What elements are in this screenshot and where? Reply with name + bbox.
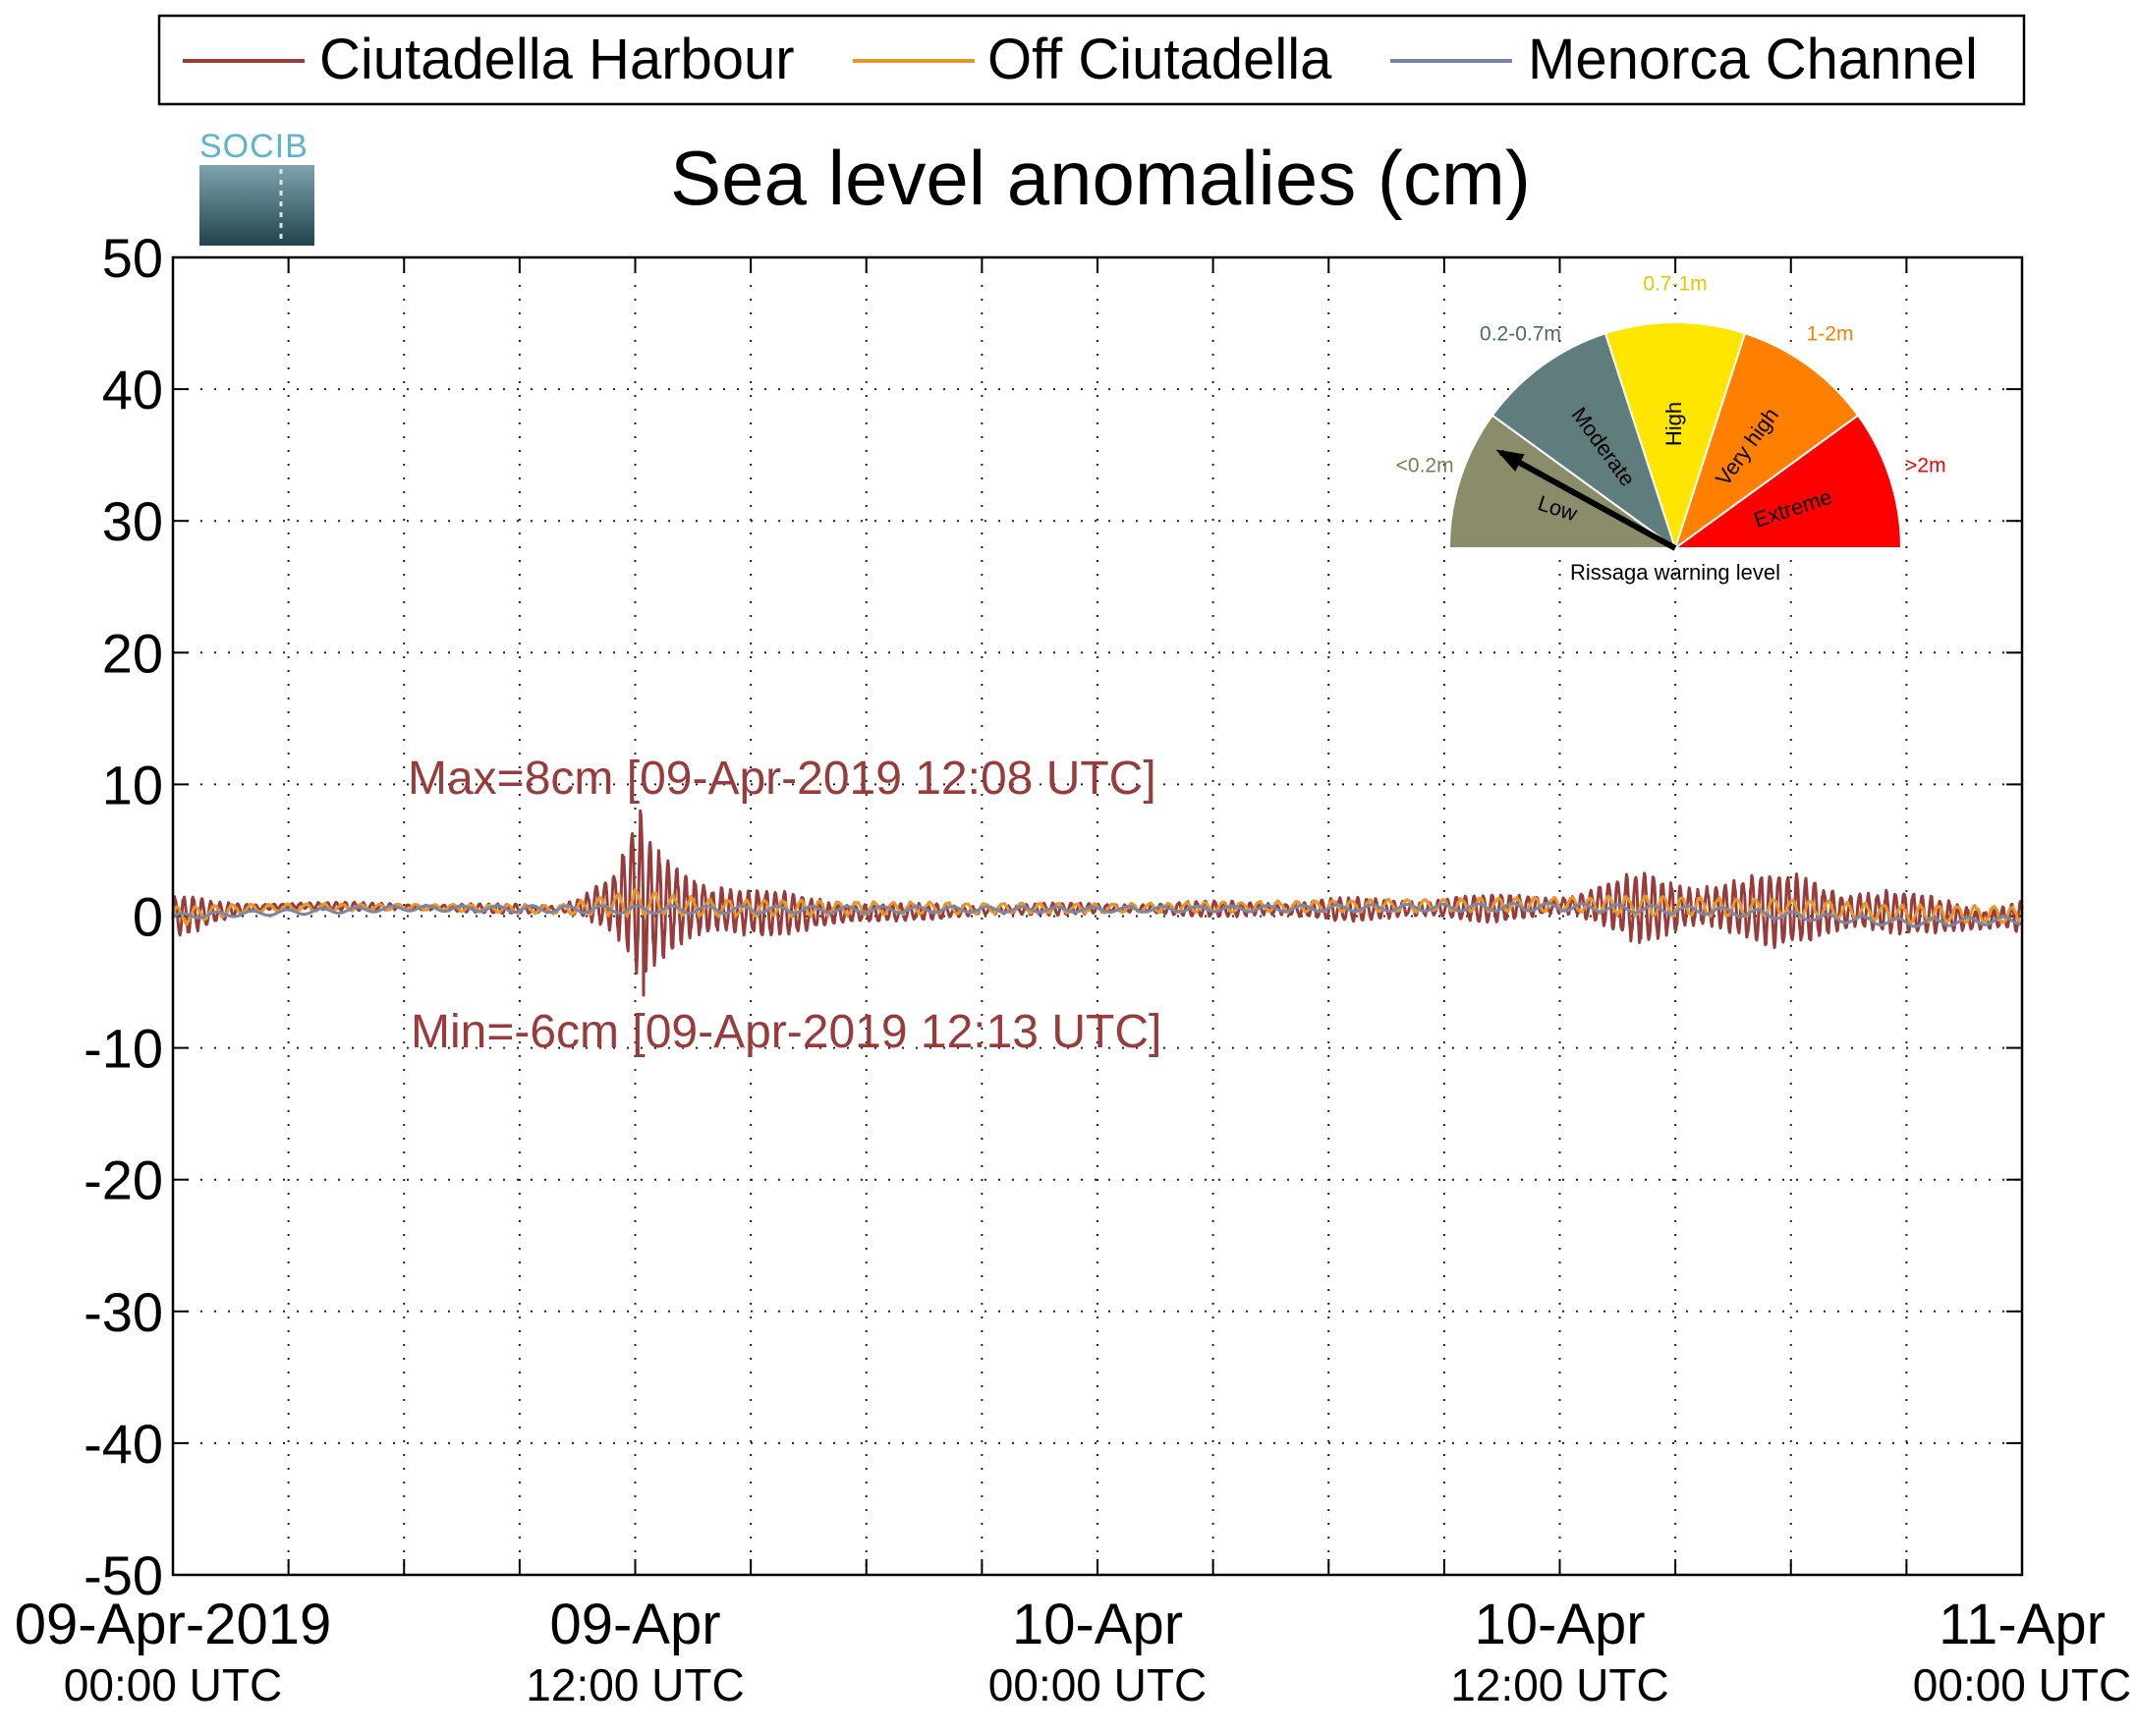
x-tick-sublabel: 00:00 UTC	[988, 1659, 1207, 1710]
y-tick-label: 40	[102, 359, 163, 420]
gauge-range-extreme: >2m	[1905, 455, 1945, 477]
gauge-sector-very-high	[1673, 331, 1860, 551]
y-tick-label: -10	[84, 1018, 163, 1080]
gauge-range-high: 0.7-1m	[1643, 273, 1707, 296]
socib-logo-block	[199, 165, 314, 246]
y-tick-label: -50	[84, 1544, 163, 1606]
y-tick-label: 20	[102, 622, 163, 684]
legend: Ciutadella Harbour Off Ciutadella Menorc…	[157, 14, 2026, 106]
gauge-label-high: High	[1661, 402, 1686, 446]
legend-label-off-ciutadella: Off Ciutadella	[987, 28, 1332, 91]
y-tick-label: 0	[133, 886, 163, 948]
y-tick-label: -40	[84, 1413, 163, 1475]
y-tick-label: 50	[102, 227, 163, 289]
legend-label-menorca-channel: Menorca Channel	[1528, 28, 1978, 91]
x-tick-sublabel: 00:00 UTC	[64, 1659, 282, 1710]
x-tick-label: 09-Apr-2019	[15, 1593, 331, 1656]
x-tick-sublabel: 00:00 UTC	[1913, 1659, 2131, 1710]
x-tick-label: 11-Apr	[1939, 1593, 2106, 1656]
x-tick-label: 09-Apr	[549, 1593, 720, 1656]
x-tick-label: 10-Apr	[1474, 1593, 1645, 1656]
legend-label-ciutadella-harbour: Ciutadella Harbour	[319, 28, 795, 91]
x-tick-sublabel: 12:00 UTC	[526, 1659, 744, 1710]
x-tick-label: 10-Apr	[1012, 1593, 1183, 1656]
gauge-needle-head	[1495, 449, 1525, 472]
socib-logo-text: SOCIB	[199, 128, 309, 165]
y-tick-label: 30	[102, 490, 163, 552]
gauge-sector-high	[1603, 321, 1747, 552]
gauge-range-moderate: 0.2-0.7m	[1480, 323, 1561, 346]
gauge-needle	[1499, 449, 1677, 551]
y-tick-label: -30	[84, 1281, 163, 1343]
series-line-menorca-channel	[172, 901, 2023, 928]
gauge-range-very-high: 1-2m	[1807, 323, 1854, 346]
chart-title: Sea level anomalies (cm)	[670, 135, 1531, 221]
gauge-caption: Rissaga warning level	[1570, 560, 1780, 585]
max-annotation: Max=8cm [09-Apr-2019 12:08 UTC]	[408, 753, 1156, 805]
gauge-sector-extreme	[1671, 414, 1903, 549]
min-annotation: Min=-6cm [09-Apr-2019 12:13 UTC]	[411, 1006, 1161, 1058]
x-tick-sublabel: 12:00 UTC	[1450, 1659, 1668, 1710]
legend-frame	[157, 14, 2026, 106]
socib-logo: SOCIB	[199, 128, 314, 246]
y-tick-label: -20	[84, 1149, 163, 1211]
gauge-sector-moderate	[1490, 331, 1677, 551]
plot-frame	[171, 255, 2024, 1577]
y-tick-label: 10	[102, 754, 163, 815]
gauge-range-low: <0.2m	[1396, 455, 1454, 477]
